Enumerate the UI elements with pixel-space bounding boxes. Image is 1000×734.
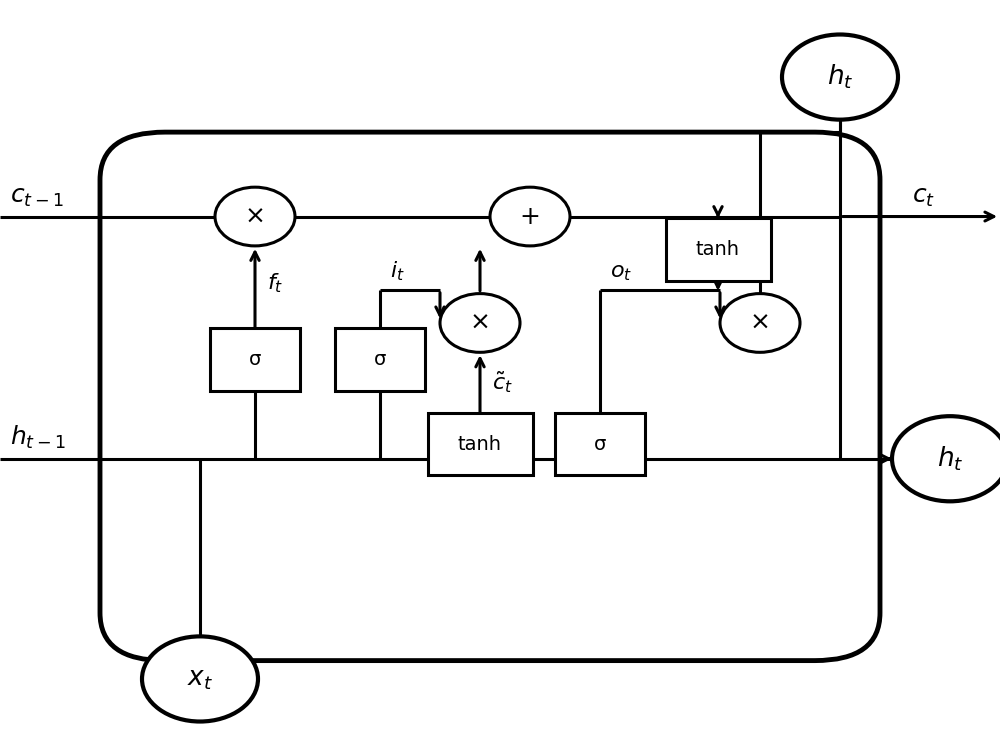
Text: $\mathit{c_t}$: $\mathit{c_t}$ <box>912 185 935 209</box>
Text: $\mathit{h}_{t}$: $\mathit{h}_{t}$ <box>827 63 853 91</box>
Text: σ: σ <box>374 350 386 369</box>
Circle shape <box>782 34 898 120</box>
Text: $\mathit{\tilde{c}_t}$: $\mathit{\tilde{c}_t}$ <box>492 370 513 396</box>
Circle shape <box>142 636 258 722</box>
Text: σ: σ <box>249 350 261 369</box>
FancyBboxPatch shape <box>555 413 645 476</box>
Circle shape <box>720 294 800 352</box>
Text: $\mathit{x}_{t}$: $\mathit{x}_{t}$ <box>187 666 213 692</box>
Circle shape <box>892 416 1000 501</box>
FancyBboxPatch shape <box>100 132 880 661</box>
Text: $\mathit{i_t}$: $\mathit{i_t}$ <box>390 259 405 283</box>
Text: ×: × <box>244 205 266 228</box>
Text: $\mathit{c_{t-1}}$: $\mathit{c_{t-1}}$ <box>10 185 64 209</box>
FancyBboxPatch shape <box>335 329 425 390</box>
Text: tanh: tanh <box>696 240 740 259</box>
Text: $\mathit{o_t}$: $\mathit{o_t}$ <box>610 263 632 283</box>
Text: tanh: tanh <box>458 435 502 454</box>
Text: $\mathit{h}_{t}$: $\mathit{h}_{t}$ <box>937 445 963 473</box>
FancyBboxPatch shape <box>428 413 532 476</box>
FancyBboxPatch shape <box>210 329 300 390</box>
Circle shape <box>440 294 520 352</box>
Text: $\mathit{h_{t-1}}$: $\mathit{h_{t-1}}$ <box>10 424 66 451</box>
Text: σ: σ <box>594 435 606 454</box>
Circle shape <box>215 187 295 246</box>
FancyBboxPatch shape <box>666 219 770 280</box>
Circle shape <box>490 187 570 246</box>
Text: +: + <box>520 205 540 228</box>
Text: $\mathit{f_t}$: $\mathit{f_t}$ <box>267 272 283 295</box>
Text: ×: × <box>470 311 490 335</box>
Text: ×: × <box>750 311 770 335</box>
